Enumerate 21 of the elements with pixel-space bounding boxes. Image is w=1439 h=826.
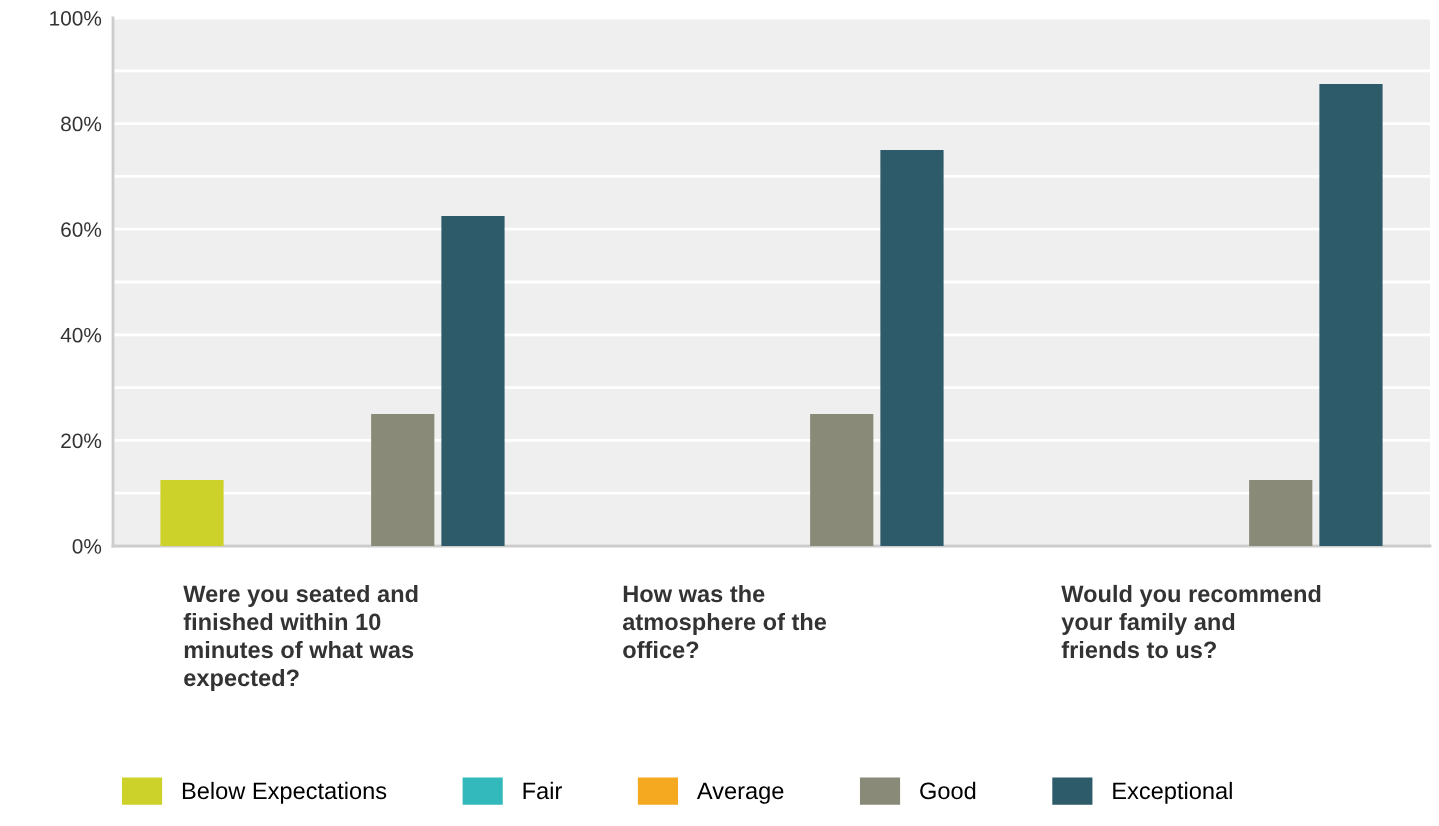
y-tick-label: 20% xyxy=(61,433,102,449)
bar xyxy=(160,480,224,546)
y-tick-label: 0% xyxy=(72,539,102,554)
x-tick-label: Were you seated and finished within 10 minutes of what was expected? xyxy=(183,584,418,691)
bar xyxy=(441,216,505,546)
legend-label: Below Expectations xyxy=(182,781,387,804)
x-tick-label: Would you recommend your family and friends to us? xyxy=(1061,584,1321,659)
bar xyxy=(1249,480,1313,546)
y-tick-label: 60% xyxy=(61,222,102,237)
bar xyxy=(810,414,874,546)
y-tick-label: 80% xyxy=(61,116,102,132)
legend-label: Exceptional xyxy=(1113,781,1232,804)
bar xyxy=(371,414,435,546)
x-tick-label: How was the atmosphere of the office? xyxy=(622,584,827,659)
y-tick-label: 40% xyxy=(60,327,102,343)
legend-label: Fair xyxy=(523,781,562,800)
y-tick-label: 100% xyxy=(50,11,102,26)
bar xyxy=(880,150,944,546)
legend-label: Good xyxy=(920,781,976,800)
bar xyxy=(1319,84,1383,546)
legend-label: Average xyxy=(696,782,784,804)
